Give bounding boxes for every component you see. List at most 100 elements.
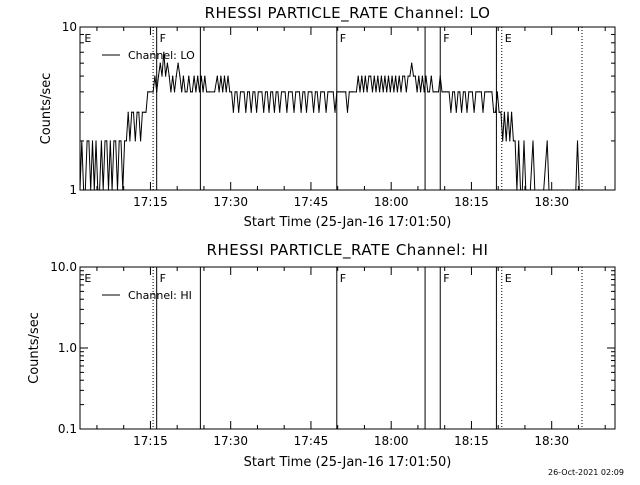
data-point: [223, 75, 226, 77]
data-point: [373, 75, 375, 77]
data-point: [238, 111, 240, 113]
data-point: [352, 91, 354, 93]
data-point: [468, 91, 470, 93]
data-point: [475, 91, 477, 93]
x-axis-label-1: Start Time (25-Jan-16 17:01:50): [244, 455, 452, 470]
data-point: [279, 111, 281, 113]
data-point: [218, 91, 220, 93]
data-point: [181, 91, 183, 93]
data-point: [368, 75, 370, 77]
data-point: [311, 91, 313, 93]
data-point: [420, 91, 422, 93]
data-point: [393, 91, 395, 93]
data-point: [314, 91, 316, 93]
data-point: [448, 91, 450, 93]
data-point: [270, 91, 272, 93]
data-point: [359, 91, 361, 93]
data-point: [575, 189, 577, 191]
data-point: [477, 91, 479, 93]
data-point: [154, 75, 156, 77]
data-point: [489, 91, 491, 93]
data-point: [206, 91, 208, 93]
data-point: [505, 140, 507, 142]
data-point: [141, 111, 144, 113]
data-point: [377, 75, 379, 77]
data-point: [313, 111, 315, 113]
data-point: [444, 91, 447, 93]
data-point: [441, 91, 443, 93]
data-point: [471, 91, 473, 93]
data-point: [304, 91, 306, 93]
data-point: [523, 140, 525, 142]
data-point: [93, 189, 95, 191]
data-point: [514, 140, 516, 142]
data-point: [480, 91, 482, 93]
data-point: [357, 75, 359, 77]
data-point: [421, 75, 423, 77]
chart-title-0: RHESSI PARTICLE_RATE Channel: LO: [205, 4, 491, 23]
data-point: [387, 75, 390, 77]
data-point: [234, 91, 236, 93]
y-tick-label: 10.0: [50, 260, 77, 274]
data-point: [493, 111, 495, 113]
data-point: [439, 75, 441, 77]
data-point: [289, 91, 292, 93]
data-point: [120, 140, 122, 142]
data-point: [329, 91, 331, 93]
data-point: [386, 91, 388, 93]
data-point: [134, 140, 136, 142]
data-point: [452, 91, 454, 93]
data-point: [125, 140, 127, 142]
data-point: [341, 91, 343, 93]
data-point: [138, 111, 140, 113]
data-point: [405, 91, 407, 93]
data-point: [482, 111, 484, 113]
data-point: [286, 111, 288, 113]
data-point: [264, 91, 267, 93]
data-point: [400, 91, 402, 93]
data-point: [272, 91, 274, 93]
data-point: [291, 91, 293, 93]
data-point: [430, 75, 432, 77]
data-point: [389, 91, 391, 93]
data-point: [84, 189, 86, 191]
data-point: [102, 189, 104, 191]
data-point: [173, 91, 176, 93]
data-point: [168, 75, 170, 77]
data-point: [339, 91, 341, 93]
data-point: [500, 111, 502, 113]
data-point: [398, 75, 400, 77]
data-point: [411, 62, 413, 64]
data-point: [361, 75, 363, 77]
data-point: [97, 189, 99, 191]
data-point: [512, 140, 514, 142]
data-point: [551, 189, 553, 191]
data-point: [384, 75, 386, 77]
data-point: [561, 189, 563, 191]
data-point: [250, 111, 252, 113]
data-point: [302, 91, 304, 93]
event-marker-label: E: [505, 272, 512, 285]
data-point: [518, 140, 520, 142]
data-point: [118, 140, 120, 142]
data-point: [362, 91, 365, 93]
data-point: [491, 91, 493, 93]
legend-label-0: Channel: LO: [128, 49, 195, 62]
legend-label-1: Channel: HI: [128, 289, 192, 302]
data-point: [464, 91, 466, 93]
x-tick-label: 18:15: [454, 434, 489, 448]
data-point: [241, 91, 243, 93]
data-point: [455, 111, 457, 113]
data-point: [191, 91, 193, 93]
data-point: [350, 91, 352, 93]
data-point: [473, 111, 475, 113]
data-point: [177, 62, 179, 64]
data-point: [204, 75, 206, 77]
data-point: [95, 140, 97, 142]
data-point: [434, 91, 436, 93]
y-axis-label-1: Counts/sec: [27, 312, 42, 384]
data-point: [100, 140, 102, 142]
data-point: [486, 91, 488, 93]
data-point: [280, 91, 283, 93]
